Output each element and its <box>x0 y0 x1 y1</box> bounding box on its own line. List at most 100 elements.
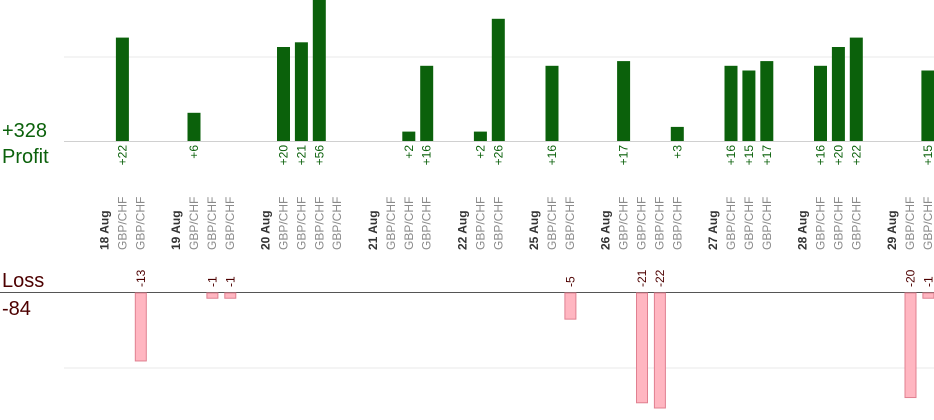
loss-label: Loss <box>2 270 44 292</box>
pair-label: GBP/CHF <box>330 197 344 250</box>
profit-bar-label: +16 <box>724 145 738 166</box>
profit-bar <box>849 37 863 141</box>
pair-label: GBP/CHF <box>760 197 774 250</box>
profit-bar <box>187 112 201 141</box>
pair-label: GBP/CHF <box>473 197 487 250</box>
loss-bar-label: -1 <box>921 276 934 287</box>
date-label: 18 Aug <box>98 210 112 250</box>
pair-label: GBP/CHF <box>545 197 559 250</box>
date-label: 22 Aug <box>456 210 470 250</box>
pair-label: GBP/CHF <box>402 197 416 250</box>
profit-bar-label: +17 <box>617 145 631 166</box>
loss-bar-label: -1 <box>223 276 237 287</box>
pair-label: GBP/CHF <box>921 197 934 250</box>
pair-label: GBP/CHF <box>831 197 845 250</box>
loss-total: -84 <box>2 298 31 320</box>
profit-bar <box>312 0 326 141</box>
profit-bar <box>831 47 845 141</box>
loss-bar-label: -13 <box>134 269 148 287</box>
pair-label: GBP/CHF <box>133 197 147 250</box>
loss-bar <box>636 292 648 404</box>
loss-bar-label: -5 <box>563 276 577 287</box>
pair-label: GBP/CHF <box>563 197 577 250</box>
profit-bar <box>115 37 129 141</box>
profit-bar <box>420 65 434 141</box>
pair-label: GBP/CHF <box>384 197 398 250</box>
profit-bar-label: +16 <box>545 145 559 166</box>
profit-bar <box>670 126 684 141</box>
date-label: 19 Aug <box>169 210 183 250</box>
profit-bar-label: +16 <box>420 145 434 166</box>
loss-bar-label: -22 <box>653 269 667 287</box>
profit-bar-label: +2 <box>473 145 487 159</box>
profit-bar <box>545 65 559 141</box>
profit-bar-label: +17 <box>760 145 774 166</box>
pair-label: GBP/CHF <box>187 197 201 250</box>
date-label: 21 Aug <box>366 210 380 250</box>
loss-bar-label: -20 <box>904 269 918 287</box>
date-label: 25 Aug <box>527 210 541 250</box>
profit-bar-label: +22 <box>115 145 129 166</box>
pair-label: GBP/CHF <box>635 197 649 250</box>
profit-bar <box>742 70 756 141</box>
profit-bar <box>760 61 774 141</box>
profit-bar-label: +20 <box>277 145 291 166</box>
pair-label: GBP/CHF <box>849 197 863 250</box>
loss-bar <box>224 292 237 299</box>
profit-bar <box>402 131 416 141</box>
date-label: 27 Aug <box>706 210 720 250</box>
loss-bar <box>134 292 147 362</box>
loss-bars: -13 -1 -1 -5 -21 -22 -20 -1 <box>134 269 934 409</box>
profit-bar-label: +56 <box>312 145 326 166</box>
profit-bar <box>277 47 290 141</box>
pair-label: GBP/CHF <box>742 197 756 250</box>
loss-bar <box>904 292 917 399</box>
pair-label: GBP/CHF <box>617 197 631 250</box>
profit-bar-label: +3 <box>670 145 684 159</box>
date-label: 28 Aug <box>796 210 810 250</box>
profit-total: +328 <box>2 120 47 142</box>
pair-label: GBP/CHF <box>724 197 738 250</box>
profit-bar-label: +15 <box>921 145 934 166</box>
pair-label: GBP/CHF <box>814 197 828 250</box>
pair-label: GBP/CHF <box>420 197 434 250</box>
pair-label: GBP/CHF <box>115 197 129 250</box>
profit-bar <box>473 131 487 141</box>
pair-label: GBP/CHF <box>294 197 308 250</box>
profit-bar-label: +20 <box>831 145 845 166</box>
pair-label: GBP/CHF <box>491 197 505 250</box>
loss-bar <box>564 292 577 320</box>
profit-bar <box>617 61 631 141</box>
profit-bar <box>921 70 934 141</box>
pair-label: GBP/CHF <box>903 197 917 250</box>
date-label: 20 Aug <box>259 210 273 250</box>
profit-bar-label: +16 <box>814 145 828 166</box>
profit-bar-label: +26 <box>491 145 505 166</box>
category-labels: 18 Aug GBP/CHF GBP/CHF 19 Aug GBP/CHF GBP/CHF… <box>98 197 934 250</box>
pair-label: GBP/CHF <box>652 197 666 250</box>
profit-bar-label: +6 <box>187 145 201 159</box>
profit-bar <box>724 65 738 141</box>
pair-label: GBP/CHF <box>223 197 237 250</box>
profit-bar-label: +2 <box>402 145 416 159</box>
profit-bar <box>814 65 827 141</box>
pair-label: GBP/CHF <box>277 197 291 250</box>
profit-bar <box>294 42 308 141</box>
loss-bar-label: -1 <box>205 276 219 287</box>
loss-bar <box>922 292 934 299</box>
profit-bar-label: +21 <box>294 145 308 166</box>
profit-label: Profit <box>2 146 49 168</box>
date-label: 26 Aug <box>599 210 613 250</box>
profit-bar-label: +22 <box>849 145 863 166</box>
profit-bar <box>491 18 505 141</box>
pair-label: GBP/CHF <box>312 197 326 250</box>
loss-bar <box>206 292 219 299</box>
date-label: 29 Aug <box>885 210 899 250</box>
pair-label: GBP/CHF <box>205 197 219 250</box>
loss-bar <box>653 292 666 409</box>
loss-bar-label: -21 <box>635 269 649 287</box>
profit-bars: +22 +6 +20 +21 +56 +2 +16 +2 +26 +16 +17 +3 +16 +15 +1… <box>115 0 934 165</box>
pair-label: GBP/CHF <box>670 197 684 250</box>
profit-bar-label: +15 <box>742 145 756 166</box>
